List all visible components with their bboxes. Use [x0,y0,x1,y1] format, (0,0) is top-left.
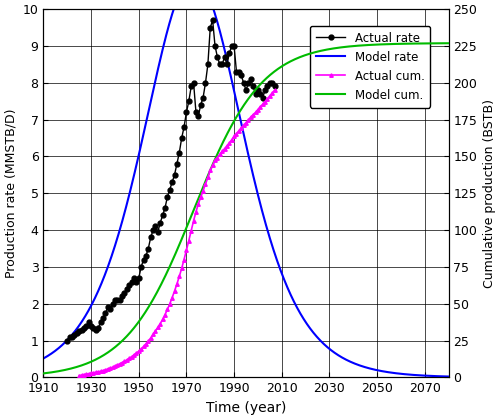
X-axis label: Time (year): Time (year) [206,401,286,415]
Legend: Actual rate, Model rate, Actual cum., Model cum.: Actual rate, Model rate, Actual cum., Mo… [310,26,430,108]
Y-axis label: Production rate (MMSTB/D): Production rate (MMSTB/D) [4,109,17,278]
Y-axis label: Cumulative production (BSTB): Cumulative production (BSTB) [483,99,496,288]
